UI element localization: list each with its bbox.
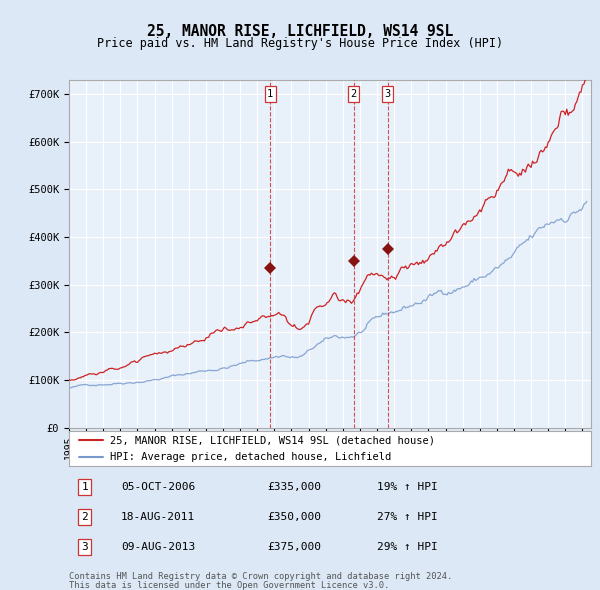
- Text: 27% ↑ HPI: 27% ↑ HPI: [377, 512, 438, 522]
- Text: Contains HM Land Registry data © Crown copyright and database right 2024.: Contains HM Land Registry data © Crown c…: [69, 572, 452, 581]
- Text: This data is licensed under the Open Government Licence v3.0.: This data is licensed under the Open Gov…: [69, 581, 389, 590]
- Text: HPI: Average price, detached house, Lichfield: HPI: Average price, detached house, Lich…: [110, 453, 391, 462]
- Text: 3: 3: [385, 89, 391, 99]
- Text: 25, MANOR RISE, LICHFIELD, WS14 9SL (detached house): 25, MANOR RISE, LICHFIELD, WS14 9SL (det…: [110, 435, 435, 445]
- Text: £350,000: £350,000: [268, 512, 322, 522]
- Text: 2: 2: [81, 512, 88, 522]
- Text: 05-OCT-2006: 05-OCT-2006: [121, 482, 196, 492]
- Text: 18-AUG-2011: 18-AUG-2011: [121, 512, 196, 522]
- Text: 09-AUG-2013: 09-AUG-2013: [121, 542, 196, 552]
- Text: 25, MANOR RISE, LICHFIELD, WS14 9SL: 25, MANOR RISE, LICHFIELD, WS14 9SL: [147, 24, 453, 38]
- Text: 1: 1: [267, 89, 274, 99]
- Text: 19% ↑ HPI: 19% ↑ HPI: [377, 482, 438, 492]
- Text: 29% ↑ HPI: 29% ↑ HPI: [377, 542, 438, 552]
- Text: 3: 3: [81, 542, 88, 552]
- Text: 1: 1: [81, 482, 88, 492]
- Text: £335,000: £335,000: [268, 482, 322, 492]
- Text: 2: 2: [350, 89, 357, 99]
- Text: £375,000: £375,000: [268, 542, 322, 552]
- Text: Price paid vs. HM Land Registry's House Price Index (HPI): Price paid vs. HM Land Registry's House …: [97, 37, 503, 50]
